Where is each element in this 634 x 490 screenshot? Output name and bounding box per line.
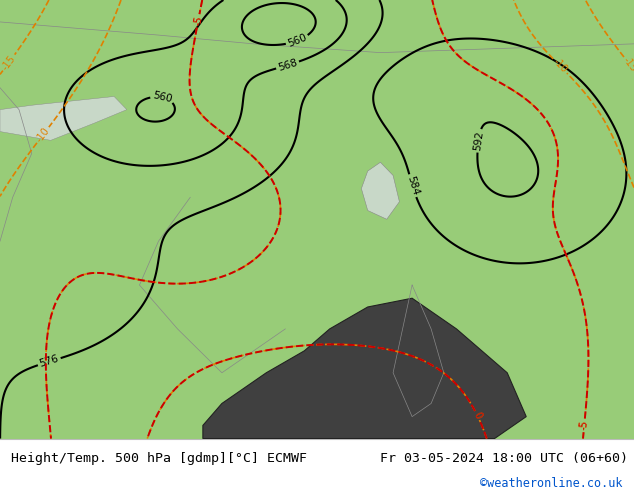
Text: -15: -15 (621, 55, 634, 74)
Text: ©weatheronline.co.uk: ©weatheronline.co.uk (480, 477, 623, 490)
Text: 560: 560 (286, 32, 308, 49)
Text: 560: 560 (152, 91, 173, 105)
Text: 584: 584 (405, 175, 420, 196)
Text: -5: -5 (579, 420, 590, 431)
Text: -5: -5 (192, 15, 204, 26)
Polygon shape (361, 162, 399, 219)
Text: -5: -5 (579, 420, 590, 431)
Text: 592: 592 (472, 130, 485, 151)
Text: 0: 0 (472, 411, 483, 420)
Text: 576: 576 (38, 354, 60, 369)
Text: -10: -10 (551, 57, 569, 75)
Text: 0: 0 (472, 411, 483, 420)
Text: Height/Temp. 500 hPa [gdmp][°C] ECMWF: Height/Temp. 500 hPa [gdmp][°C] ECMWF (11, 452, 307, 465)
Polygon shape (203, 298, 526, 439)
Polygon shape (0, 97, 127, 140)
Text: -10: -10 (34, 126, 51, 144)
Text: -15: -15 (0, 53, 18, 72)
Text: Fr 03-05-2024 18:00 UTC (06+60): Fr 03-05-2024 18:00 UTC (06+60) (380, 452, 628, 465)
Text: -5: -5 (192, 15, 204, 26)
Text: 568: 568 (276, 57, 299, 73)
